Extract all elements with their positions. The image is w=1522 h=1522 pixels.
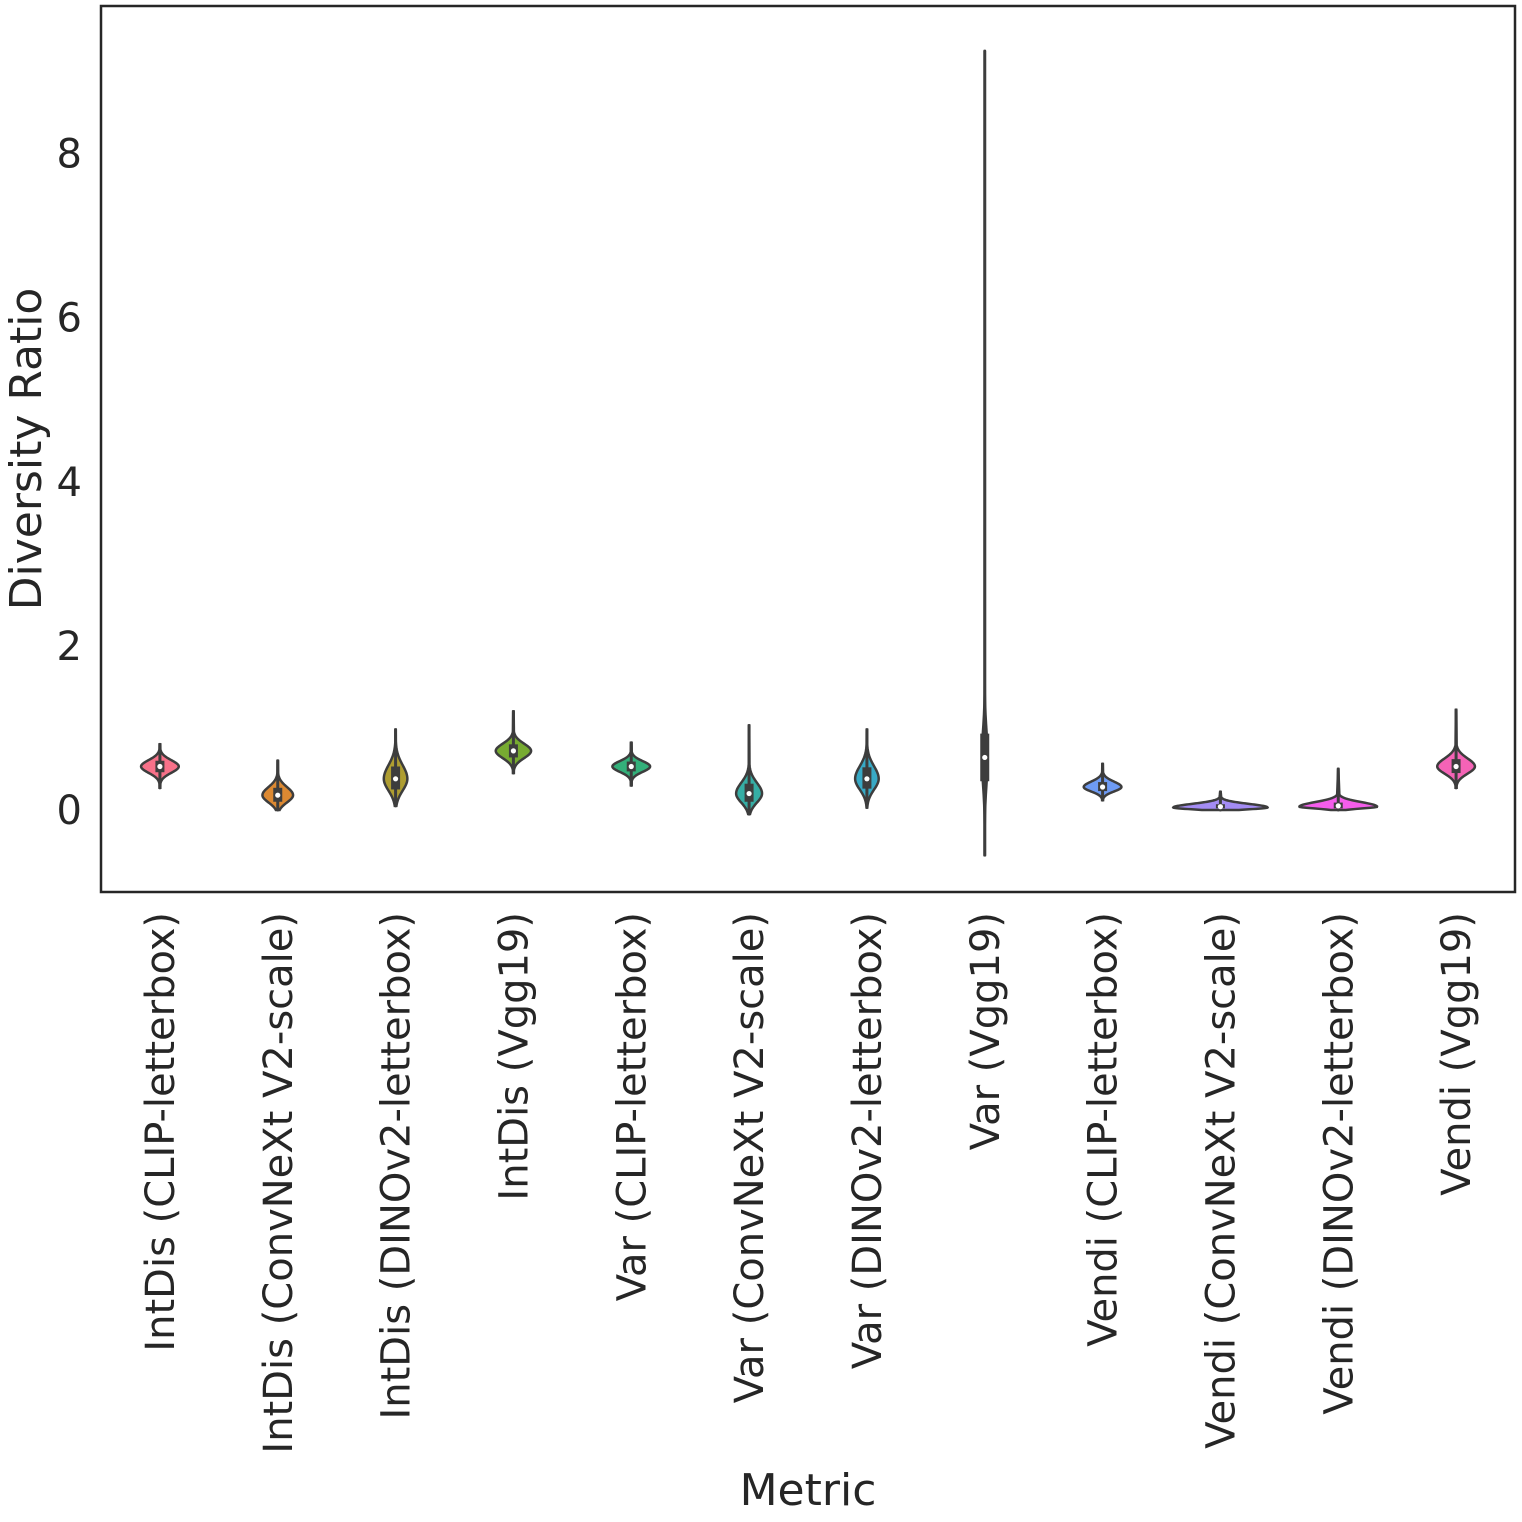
violin-group xyxy=(611,741,652,787)
x-axis: IntDis (CLIP-letterbox) IntDis (ConvNeXt … xyxy=(138,912,1480,1454)
violin-group xyxy=(139,742,181,790)
violin-median-point xyxy=(275,792,281,798)
violin-group xyxy=(261,759,295,812)
violin-median-point xyxy=(510,748,517,754)
violin-median-point xyxy=(1335,803,1341,809)
violin-median-point xyxy=(392,776,399,782)
plot-frame xyxy=(99,4,1517,894)
x-axis-title: Metric xyxy=(740,1465,877,1516)
violin-median-point xyxy=(746,790,752,797)
violin-median-point xyxy=(1217,804,1224,810)
violin-group xyxy=(1171,790,1270,812)
violin-group xyxy=(1435,708,1477,790)
plot-area xyxy=(139,49,1477,857)
y-axis-title: Diversity Ratio xyxy=(1,288,52,611)
x-tick-label: Vendi (ConvNeXt V2-scale) xyxy=(1198,912,1244,1449)
violin-median-point xyxy=(1099,784,1106,790)
violin-group xyxy=(1298,767,1379,812)
y-axis: 0 2 4 6 8 xyxy=(57,132,82,834)
violin-group xyxy=(853,728,880,810)
violin-group xyxy=(382,728,409,808)
x-tick-label: Var (CLIP-letterbox) xyxy=(609,912,655,1301)
x-tick-label: IntDis (DINOv2-letterbox) xyxy=(374,912,420,1420)
y-tick-label: 2 xyxy=(57,624,82,670)
y-tick-label: 6 xyxy=(57,296,82,342)
x-tick-label: IntDis (ConvNeXt V2-scale) xyxy=(256,912,302,1454)
violin-group xyxy=(980,49,990,857)
x-tick-label: Vendi (DINOv2-letterbox) xyxy=(1316,912,1362,1415)
violin-median-point xyxy=(864,776,870,782)
x-tick-label: Var (ConvNeXt V2-scale) xyxy=(727,912,773,1403)
x-tick-label: IntDis (CLIP-letterbox) xyxy=(138,912,184,1352)
violin-median-point xyxy=(157,763,163,770)
x-tick-label: Vendi (CLIP-letterbox) xyxy=(1081,912,1127,1347)
y-tick-label: 0 xyxy=(57,788,82,834)
violin-group xyxy=(734,723,764,816)
x-tick-label: Var (DINOv2-letterbox) xyxy=(845,912,891,1369)
violin-median-point xyxy=(982,754,988,761)
violin-median-point xyxy=(628,763,634,770)
violin-median-point xyxy=(1453,763,1459,770)
y-tick-label: 8 xyxy=(57,132,82,178)
violin-group xyxy=(494,710,533,775)
x-tick-label: Var (Vgg19) xyxy=(963,912,1009,1150)
x-tick-label: Vendi (Vgg19) xyxy=(1434,912,1480,1196)
x-tick-label: IntDis (Vgg19) xyxy=(491,912,537,1201)
violin-group xyxy=(1082,762,1123,802)
y-tick-label: 4 xyxy=(57,460,82,506)
